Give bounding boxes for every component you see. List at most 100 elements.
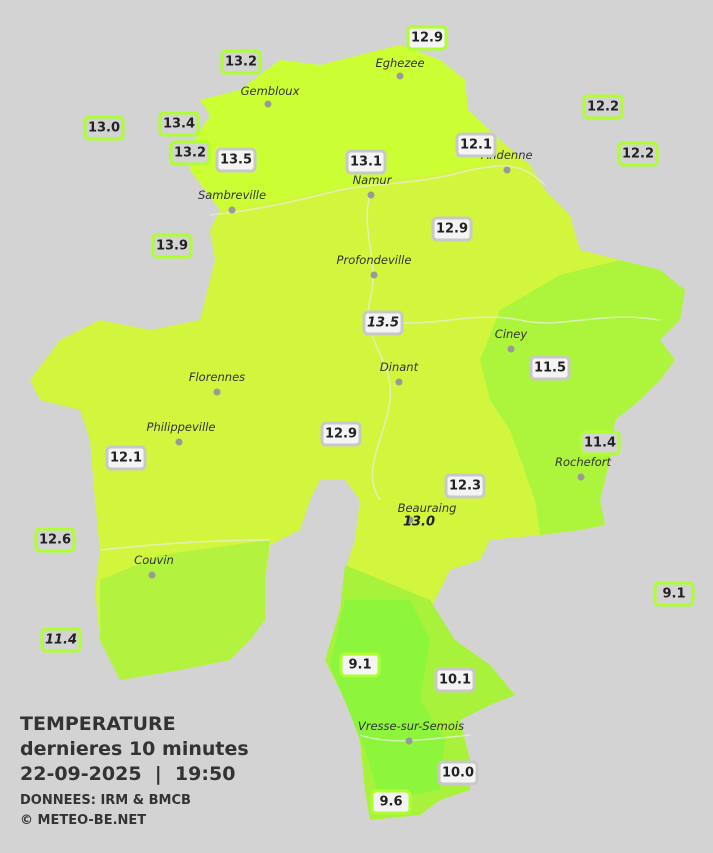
station-box <box>158 111 200 137</box>
station-reading: 12.9 <box>411 31 443 46</box>
city-dot <box>175 438 183 446</box>
station-box <box>434 667 476 693</box>
station-box <box>105 445 147 471</box>
station-box <box>215 147 257 173</box>
city-dot <box>228 206 236 214</box>
city-label: Namur <box>353 173 393 187</box>
city-label: Beauraing <box>398 501 457 515</box>
station-reading: 13.4 <box>163 117 195 132</box>
city-dot <box>370 271 378 279</box>
station: 13.2 <box>169 140 211 166</box>
station-box <box>169 140 211 166</box>
station-box <box>362 310 404 336</box>
south-core <box>330 600 445 800</box>
station-reading: 12.9 <box>436 222 468 237</box>
station: 13.1 <box>345 149 387 175</box>
city-label: Eghezee <box>375 56 424 70</box>
station: 9.6 <box>370 789 412 815</box>
title: TEMPERATURE <box>20 713 176 735</box>
station-reading: 11.5 <box>534 361 566 376</box>
city-label: Florennes <box>189 370 245 384</box>
station-box <box>406 25 448 51</box>
station-reading: 12.1 <box>460 138 492 153</box>
city-label: Dinant <box>380 360 419 374</box>
city-dot <box>406 516 414 524</box>
source: DONNEES: IRM & BMCB <box>20 793 191 808</box>
station-reading: 9.1 <box>348 658 371 673</box>
city-dot <box>503 166 511 174</box>
station: 11.4 <box>579 430 621 456</box>
station: 11.4 <box>40 627 82 653</box>
station-box <box>444 473 486 499</box>
station-box <box>455 132 497 158</box>
station-box <box>151 233 193 259</box>
station: 10.0 <box>437 760 479 786</box>
credit: © METEO-BE.NET <box>20 813 146 828</box>
station: 13.9 <box>151 233 193 259</box>
station-reading: 12.6 <box>39 533 71 548</box>
station: 13.2 <box>220 49 262 75</box>
station-reading: 9.1 <box>662 587 685 602</box>
station-reading: 11.4 <box>584 436 616 451</box>
city-dot <box>395 378 403 386</box>
city-dot <box>577 473 585 481</box>
station-reading: 12.2 <box>622 147 654 162</box>
station-box <box>437 760 479 786</box>
station-box <box>40 627 82 653</box>
rivers <box>99 165 661 742</box>
subtitle: dernieres 10 minutes <box>20 738 249 760</box>
city-dot <box>405 737 413 745</box>
city-label: Couvin <box>134 553 174 567</box>
station-reading: 11.4 <box>45 633 77 648</box>
station-reading: 13.1 <box>350 155 382 170</box>
river <box>379 316 661 324</box>
station-reading: 10.0 <box>442 766 474 781</box>
station-box <box>431 216 473 242</box>
city-label: Sambreville <box>198 188 266 202</box>
station: 12.9 <box>431 216 473 242</box>
city-dot <box>148 571 156 579</box>
station: 12.9 <box>406 25 448 51</box>
station: 13.4 <box>158 111 200 137</box>
station-reading: 13.9 <box>156 239 188 254</box>
station-reading: 10.1 <box>439 673 471 688</box>
north-zone <box>190 45 500 210</box>
southwest-zone <box>100 540 270 680</box>
station: 13.5 <box>215 147 257 173</box>
station: 12.1 <box>105 445 147 471</box>
station-reading: 12.2 <box>587 100 619 115</box>
station-box <box>345 149 387 175</box>
station: 12.6 <box>34 527 76 553</box>
station-box <box>339 652 381 678</box>
station: 10.1 <box>434 667 476 693</box>
title-block: TEMPERATURE dernieres 10 minutes 22-09-2… <box>20 713 249 828</box>
station: 11.5 <box>529 355 571 381</box>
station-box <box>370 789 412 815</box>
river <box>99 539 271 551</box>
station-box <box>582 94 624 120</box>
city-label: Gembloux <box>241 84 300 98</box>
station-box <box>34 527 76 553</box>
station: 12.2 <box>617 141 659 167</box>
city-label: Vresse-sur-Semois <box>358 719 464 733</box>
station: 13.0 <box>403 515 435 530</box>
station: 13.5 <box>362 310 404 336</box>
station: 9.1 <box>653 581 695 607</box>
station-reading: 13.2 <box>174 146 206 161</box>
station-box <box>653 581 695 607</box>
station-reading: 13.0 <box>88 121 120 136</box>
city-label: Philippeville <box>147 420 216 434</box>
east-zone <box>480 260 685 535</box>
station-reading: 9.6 <box>379 795 402 810</box>
station-reading: 12.9 <box>325 427 357 442</box>
station-reading: 13.5 <box>367 316 399 331</box>
station-box <box>220 49 262 75</box>
timestamp: 22-09-2025 | 19:50 <box>20 763 235 785</box>
station-reading: 13.0 <box>403 515 435 530</box>
city-label: Ciney <box>495 327 528 341</box>
station-reading: 13.5 <box>220 153 252 168</box>
station: 13.0 <box>83 115 125 141</box>
station-box <box>83 115 125 141</box>
station: 9.1 <box>339 652 381 678</box>
